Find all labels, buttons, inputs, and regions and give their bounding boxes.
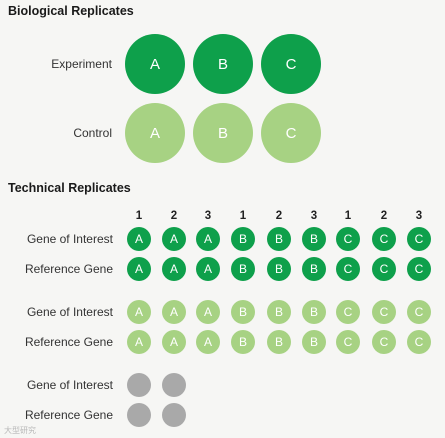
- tech-row-label: Gene of Interest: [26, 305, 113, 319]
- no-template-circle: [127, 373, 151, 397]
- tech-replicate-circle: C: [372, 257, 396, 281]
- column-number: 3: [204, 210, 212, 222]
- tech-replicate-circle: A: [162, 330, 186, 354]
- tech-replicate-circle: A: [196, 257, 220, 281]
- tech-row-label: Reference Gene: [24, 335, 113, 349]
- tech-row-label: Gene of Interest: [26, 378, 113, 392]
- tech-row-label: Reference Gene: [24, 408, 113, 422]
- tech-replicate-circle: A: [127, 257, 151, 281]
- column-number: 1: [135, 210, 143, 222]
- bio-row-label-experiment: Experiment: [51, 57, 112, 71]
- tech-replicate-circle: B: [302, 257, 326, 281]
- tech-row-label: Gene of Interest: [26, 232, 113, 246]
- tech-replicate-circle: C: [336, 300, 360, 324]
- tech-replicate-circle: A: [162, 257, 186, 281]
- tech-replicate-circle: C: [336, 330, 360, 354]
- tech-replicate-circle: C: [372, 300, 396, 324]
- tech-row-label: Reference Gene: [24, 262, 113, 276]
- tech-replicate-circle: C: [372, 330, 396, 354]
- bio-replicate-circle: B: [193, 34, 253, 94]
- tech-replicate-circle: C: [407, 300, 431, 324]
- tech-replicate-circle: B: [231, 330, 255, 354]
- tech-replicate-circle: B: [302, 330, 326, 354]
- column-number: 1: [344, 210, 352, 222]
- tech-replicate-circle: B: [231, 257, 255, 281]
- bio-replicate-circle: C: [261, 34, 321, 94]
- tech-replicate-circle: B: [231, 300, 255, 324]
- tech-replicate-circle: A: [127, 300, 151, 324]
- tech-replicate-circle: A: [196, 300, 220, 324]
- bio-row-label-control: Control: [73, 126, 112, 140]
- tech-replicate-circle: A: [162, 227, 186, 251]
- tech-replicate-circle: B: [302, 300, 326, 324]
- watermark: 大型研究: [4, 426, 36, 435]
- bio-replicate-circle: A: [125, 34, 185, 94]
- tech-replicate-circle: C: [407, 330, 431, 354]
- column-number: 2: [380, 210, 388, 222]
- tech-replicate-circle: C: [372, 227, 396, 251]
- tech-replicate-circle: B: [267, 330, 291, 354]
- tech-replicate-circle: B: [267, 300, 291, 324]
- column-number: 2: [170, 210, 178, 222]
- column-number: 3: [415, 210, 423, 222]
- no-template-circle: [162, 403, 186, 427]
- tech-replicate-circle: C: [336, 257, 360, 281]
- tech-replicate-circle: C: [407, 227, 431, 251]
- bio-replicate-circle: C: [261, 103, 321, 163]
- tech-replicate-circle: C: [407, 257, 431, 281]
- tech-replicate-circle: B: [231, 227, 255, 251]
- tech-replicate-circle: A: [196, 227, 220, 251]
- no-template-circle: [162, 373, 186, 397]
- tech-replicate-circle: A: [127, 330, 151, 354]
- tech-replicate-circle: A: [127, 227, 151, 251]
- column-number: 1: [239, 210, 247, 222]
- bio-replicate-circle: A: [125, 103, 185, 163]
- tech-replicate-circle: A: [196, 330, 220, 354]
- tech-replicate-circle: C: [336, 227, 360, 251]
- tech-replicate-circle: B: [302, 227, 326, 251]
- tech-replicate-circle: B: [267, 257, 291, 281]
- bio-replicate-circle: B: [193, 103, 253, 163]
- technical-replicates-title: Technical Replicates: [8, 181, 131, 195]
- tech-replicate-circle: A: [162, 300, 186, 324]
- biological-replicates-title: Biological Replicates: [8, 4, 134, 18]
- tech-replicate-circle: B: [267, 227, 291, 251]
- column-number: 2: [275, 210, 283, 222]
- column-number: 3: [310, 210, 318, 222]
- no-template-circle: [127, 403, 151, 427]
